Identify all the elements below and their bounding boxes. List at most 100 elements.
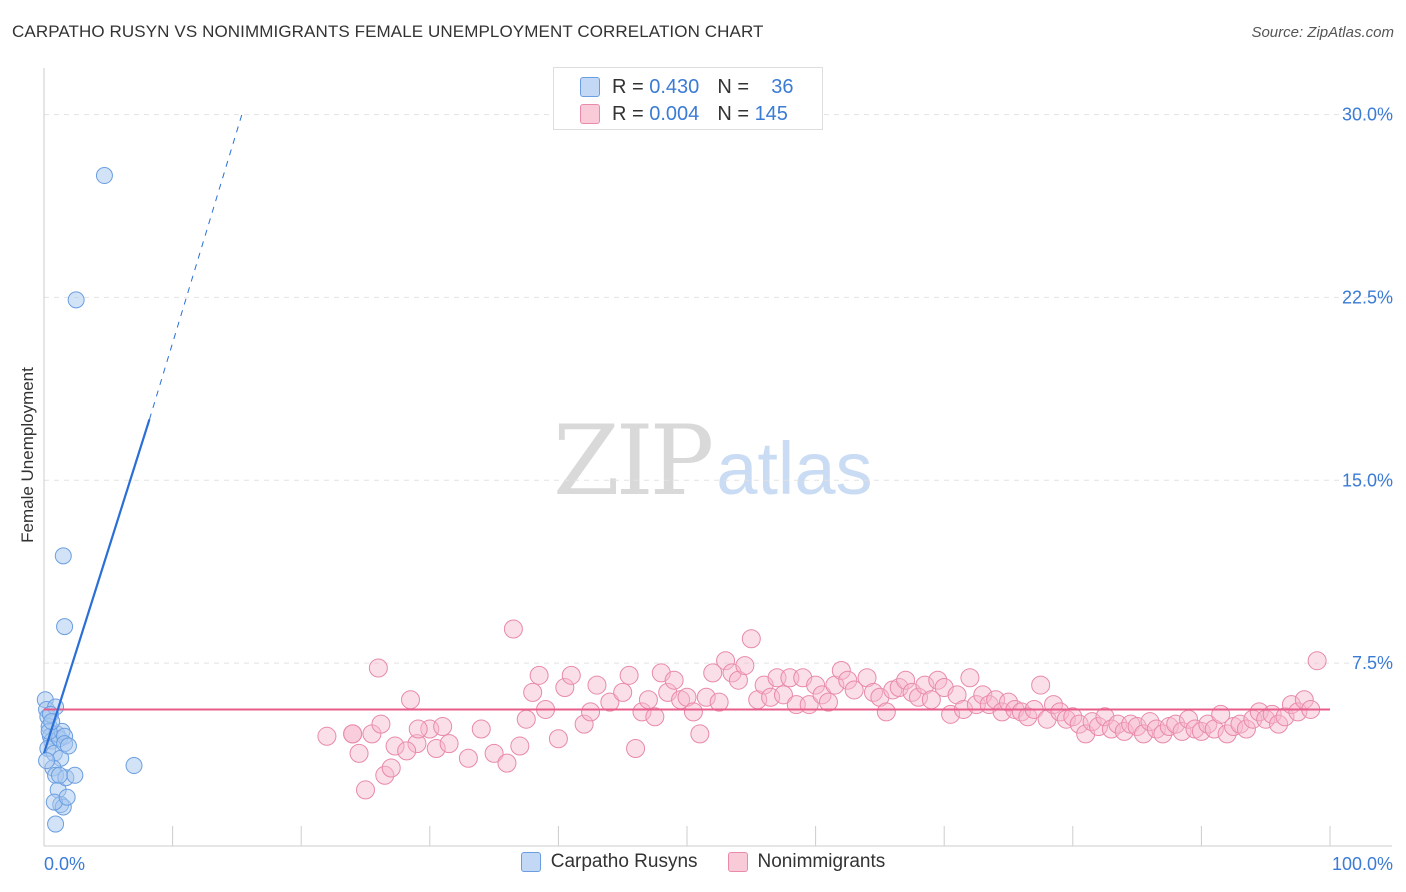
- nonimmigrants-point: [1269, 714, 1289, 734]
- nonimmigrants-point: [1114, 721, 1134, 741]
- nonimmigrants-point: [439, 734, 459, 754]
- legend-n-label: N =: [717, 75, 749, 98]
- legend-row-carpatho: R = 0.430 N = 36: [580, 74, 793, 100]
- nonimmigrants-point: [510, 736, 530, 756]
- legend-swatch-pink: [580, 104, 600, 124]
- nonimmigrants-point: [844, 680, 864, 700]
- nonimmigrants-point: [1275, 707, 1295, 727]
- nonimmigrants-point: [863, 682, 883, 702]
- nonimmigrants-point: [690, 724, 710, 744]
- nonimmigrants-point: [928, 670, 948, 690]
- nonimmigrants-point: [889, 678, 909, 698]
- nonimmigrants-point: [664, 670, 684, 690]
- correlation-legend: R = 0.430 N = 36 R = 0.004 N = 145: [553, 67, 823, 130]
- nonimmigrants-point: [433, 717, 453, 737]
- nonimmigrants-point: [529, 665, 549, 685]
- nonimmigrants-point: [645, 707, 665, 727]
- legend-r-label: R =: [612, 102, 644, 125]
- nonimmigrants-point: [1140, 712, 1160, 732]
- nonimmigrants-point: [407, 734, 427, 754]
- legend-r-value: 0.430: [649, 75, 700, 98]
- nonimmigrants-point: [561, 665, 581, 685]
- nonimmigrants-point: [741, 629, 761, 649]
- nonimmigrants-point: [716, 651, 736, 671]
- nonimmigrants-point: [1166, 714, 1186, 734]
- watermark-zip: ZIP: [553, 405, 714, 517]
- nonimmigrants-point: [876, 702, 896, 722]
- nonimmigrants-point: [1236, 719, 1256, 739]
- nonimmigrants-point: [385, 736, 405, 756]
- nonimmigrants-point: [638, 690, 658, 710]
- nonimmigrants-point: [343, 724, 363, 744]
- nonimmigrants-point: [555, 678, 575, 698]
- series-legend-nonimmigrants[interactable]: Nonimmigrants: [727, 851, 885, 873]
- nonimmigrants-point: [831, 660, 851, 680]
- nonimmigrants-point: [838, 670, 858, 690]
- nonimmigrants-point: [818, 692, 838, 712]
- legend-r-label: R =: [612, 75, 644, 98]
- chart-title: CARPATHO RUSYN VS NONIMMIGRANTS FEMALE U…: [12, 22, 764, 41]
- nonimmigrants-point: [773, 685, 793, 705]
- nonimmigrants-point: [484, 743, 504, 763]
- nonimmigrants-point: [619, 665, 639, 685]
- nonimmigrants-point: [973, 685, 993, 705]
- nonimmigrants-point: [317, 726, 337, 746]
- nonimmigrants-point: [426, 738, 446, 758]
- legend-n-label: N =: [717, 102, 749, 125]
- carpatho-rusyns-point: [38, 752, 56, 770]
- carpatho-rusyns-point: [66, 766, 84, 784]
- series-legend-carpatho[interactable]: Carpatho Rusyns: [520, 851, 698, 873]
- nonimmigrants-point: [703, 663, 723, 683]
- nonimmigrants-point: [1134, 724, 1154, 744]
- nonimmigrants-point: [1063, 707, 1083, 727]
- nonimmigrants-point: [812, 685, 832, 705]
- carpatho-rusyns-trendline: [42, 419, 151, 754]
- carpatho-rusyns-point: [58, 788, 76, 806]
- nonimmigrants-point: [632, 702, 652, 722]
- watermark: ZIPatlas: [553, 405, 873, 517]
- nonimmigrants-point: [1127, 717, 1147, 737]
- carpatho-rusyns-point: [54, 547, 72, 565]
- nonimmigrants-point: [1230, 714, 1250, 734]
- y-tick-label: 22.5%: [1342, 287, 1393, 307]
- y-tick-label: 7.5%: [1352, 653, 1393, 673]
- nonimmigrants-point: [960, 668, 980, 688]
- nonimmigrants-point: [1217, 724, 1237, 744]
- carpatho-rusyns-point: [56, 618, 74, 636]
- nonimmigrants-point: [503, 619, 523, 639]
- carpatho-rusyns-point: [125, 757, 143, 775]
- legend-row-nonimmigrants: R = 0.004 N = 145: [580, 101, 788, 127]
- series-legend-label: Carpatho Rusyns: [550, 851, 698, 872]
- nonimmigrants-point: [735, 656, 755, 676]
- nonimmigrants-point: [896, 670, 916, 690]
- nonimmigrants-point: [356, 780, 375, 800]
- legend-swatch-blue: [580, 77, 600, 97]
- nonimmigrants-point: [408, 719, 428, 739]
- nonimmigrants-point: [381, 758, 401, 778]
- carpatho-rusyns-point: [59, 737, 77, 755]
- nonimmigrants-point: [349, 743, 369, 763]
- nonimmigrants-point: [581, 702, 601, 722]
- nonimmigrants-point: [397, 741, 417, 761]
- nonimmigrants-point: [683, 702, 703, 722]
- nonimmigrants-point: [458, 748, 478, 768]
- nonimmigrants-point: [613, 682, 633, 702]
- nonimmigrants-point: [548, 729, 568, 749]
- nonimmigrants-point: [587, 675, 607, 695]
- nonimmigrants-point: [375, 765, 395, 785]
- nonimmigrants-point: [371, 714, 391, 734]
- nonimmigrants-point: [999, 692, 1018, 712]
- carpatho-rusyns-point: [67, 291, 85, 309]
- nonimmigrants-point: [1031, 675, 1051, 695]
- series-legend: Carpatho Rusyns Nonimmigrants: [0, 851, 1406, 873]
- y-tick-label: 15.0%: [1342, 470, 1393, 490]
- nonimmigrants-point: [401, 690, 421, 710]
- watermark-atlas: atlas: [716, 427, 873, 510]
- nonimmigrants-point: [806, 675, 826, 695]
- carpatho-rusyns-point: [50, 766, 68, 784]
- x-tick-label: 0.0%: [44, 854, 85, 874]
- nonimmigrants-point: [709, 692, 729, 712]
- nonimmigrants-point: [696, 687, 716, 707]
- nonimmigrants-point: [1307, 651, 1327, 671]
